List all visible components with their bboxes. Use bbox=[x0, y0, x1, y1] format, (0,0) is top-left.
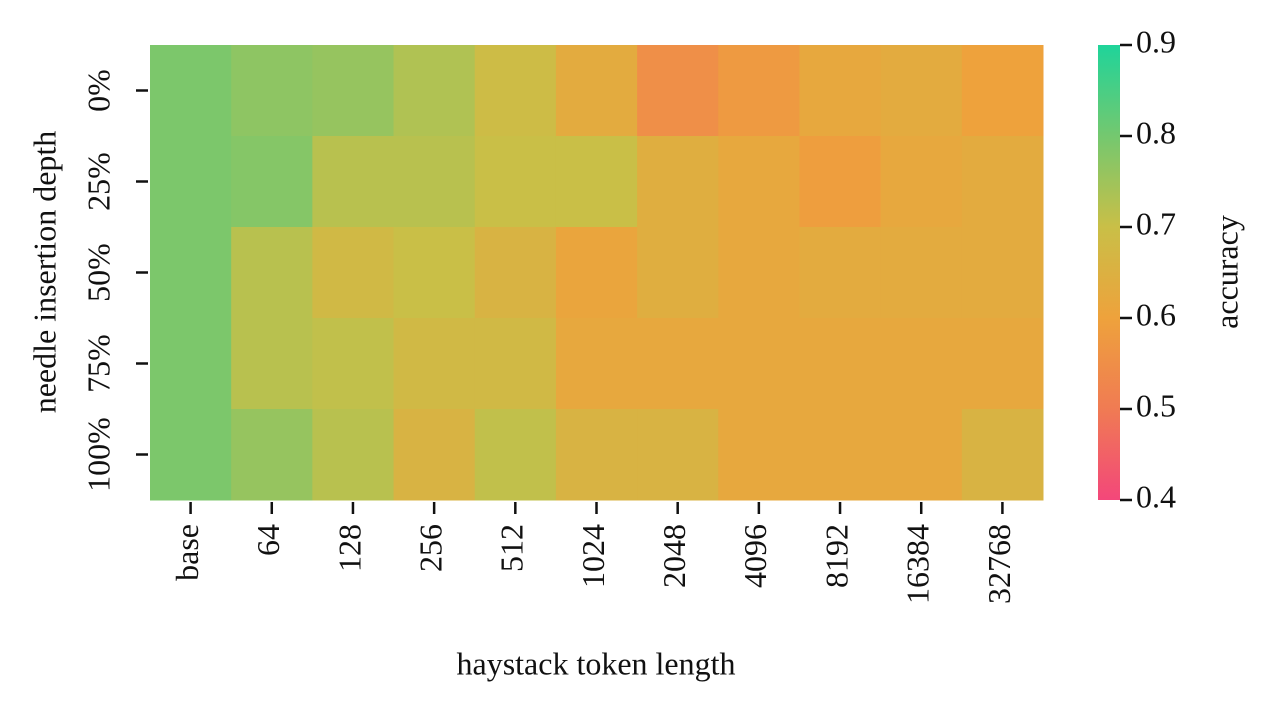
heatmap-cell bbox=[637, 136, 719, 228]
heatmap-cell bbox=[880, 409, 963, 501]
colorbar-label: accuracy bbox=[1208, 215, 1244, 329]
heatmap-cell bbox=[961, 318, 1044, 410]
heatmap-cell bbox=[231, 409, 313, 501]
colorbar-tick-label: 0.8 bbox=[1136, 114, 1176, 150]
x-tick-label: 16384 bbox=[900, 524, 936, 604]
x-tick-label: base bbox=[169, 524, 205, 581]
heatmap-cell bbox=[393, 318, 476, 410]
y-tick-label: 0% bbox=[80, 69, 116, 112]
heatmap-cell bbox=[880, 45, 963, 137]
heatmap-cell bbox=[393, 45, 476, 137]
heatmap-cell bbox=[474, 409, 557, 501]
x-tick-label: 512 bbox=[494, 524, 530, 572]
heatmap-cell bbox=[150, 45, 232, 137]
x-axis-label: haystack token length bbox=[456, 645, 735, 681]
heatmap-cell bbox=[393, 136, 476, 228]
heatmap-cell bbox=[312, 409, 395, 501]
heatmap-cell bbox=[555, 409, 638, 501]
heatmap-cell bbox=[637, 409, 719, 501]
x-tick-label: 64 bbox=[250, 524, 286, 556]
colorbar-tick-label: 0.4 bbox=[1136, 478, 1176, 514]
heatmap-cell bbox=[961, 45, 1044, 137]
heatmap-cell bbox=[150, 318, 232, 410]
colorbar-tick-label: 0.7 bbox=[1136, 205, 1176, 241]
colorbar-tick-label: 0.6 bbox=[1136, 296, 1176, 332]
heatmap-cell bbox=[799, 45, 882, 137]
heatmap-cell bbox=[799, 227, 882, 319]
heatmap-cell bbox=[799, 318, 882, 410]
x-tick-label: 8192 bbox=[818, 524, 854, 588]
heatmap-cell bbox=[961, 136, 1044, 228]
heatmap-cell bbox=[312, 45, 395, 137]
heatmap-cell bbox=[637, 227, 719, 319]
heatmap-cell bbox=[718, 227, 800, 319]
y-tick-label: 100% bbox=[80, 417, 116, 492]
heatmap-cell bbox=[961, 227, 1044, 319]
y-tick-label: 50% bbox=[80, 243, 116, 302]
heatmap-cell bbox=[555, 318, 638, 410]
x-tick-label: 32768 bbox=[981, 524, 1017, 604]
heatmap-cell bbox=[150, 227, 232, 319]
heatmap-cell bbox=[150, 409, 232, 501]
heatmap-cell bbox=[231, 136, 313, 228]
heatmap-cell bbox=[880, 227, 963, 319]
heatmap-cell bbox=[393, 227, 476, 319]
heatmap-cell bbox=[718, 409, 800, 501]
heatmap-cell bbox=[637, 45, 719, 137]
y-tick-label: 25% bbox=[80, 152, 116, 211]
y-axis-label: needle insertion depth bbox=[26, 131, 62, 414]
heatmap-cell bbox=[880, 318, 963, 410]
heatmap-cell bbox=[718, 318, 800, 410]
heatmap-cell bbox=[474, 136, 557, 228]
heatmap-cell bbox=[555, 227, 638, 319]
heatmap-cell bbox=[393, 409, 476, 501]
heatmap-cell bbox=[231, 45, 313, 137]
x-tick-label: 4096 bbox=[737, 524, 773, 588]
heatmap-cell bbox=[880, 136, 963, 228]
heatmap-cell bbox=[961, 409, 1044, 501]
x-tick-label: 128 bbox=[331, 524, 367, 572]
heatmap-cell bbox=[474, 45, 557, 137]
heatmap-cell bbox=[799, 409, 882, 501]
heatmap-cell bbox=[312, 136, 395, 228]
heatmap-cell bbox=[718, 136, 800, 228]
heatmap-cell bbox=[150, 136, 232, 228]
heatmap-cell bbox=[231, 227, 313, 319]
x-tick-label: 1024 bbox=[575, 524, 611, 588]
heatmap-cell bbox=[312, 318, 395, 410]
heatmap-cell bbox=[312, 227, 395, 319]
colorbar bbox=[1098, 45, 1120, 500]
x-tick-label: 2048 bbox=[656, 524, 692, 588]
colorbar-tick-label: 0.5 bbox=[1136, 387, 1176, 423]
heatmap-cell bbox=[718, 45, 800, 137]
x-tick-label: 256 bbox=[412, 524, 448, 572]
heatmap-cell bbox=[555, 45, 638, 137]
heatmap-cell bbox=[555, 136, 638, 228]
colorbar-tick-label: 0.9 bbox=[1136, 23, 1176, 59]
heatmap-cell bbox=[231, 318, 313, 410]
heatmap-cell bbox=[799, 136, 882, 228]
heatmap-cell bbox=[474, 318, 557, 410]
y-tick-label: 75% bbox=[80, 334, 116, 393]
heatmap-cell bbox=[474, 227, 557, 319]
heatmap-cell bbox=[637, 318, 719, 410]
